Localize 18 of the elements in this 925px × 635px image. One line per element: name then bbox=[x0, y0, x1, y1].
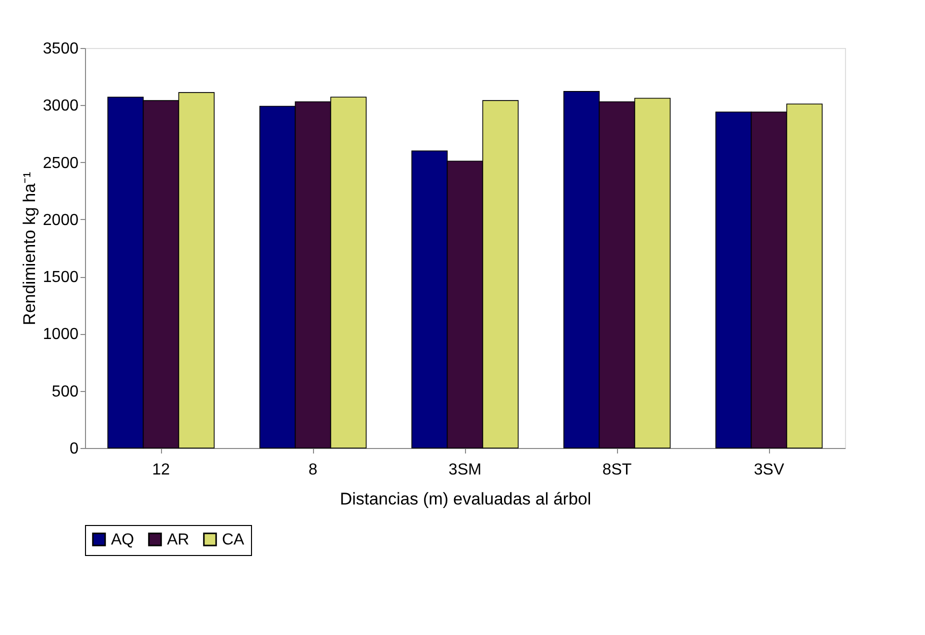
x-tick-label: 12 bbox=[152, 462, 170, 478]
x-tick-label: 8ST bbox=[602, 462, 632, 478]
x-axis-title: Distancias (m) evaluadas al árbol bbox=[340, 490, 592, 508]
y-tick-label: 3500 bbox=[42, 40, 79, 58]
legend-label: AR bbox=[167, 531, 190, 548]
x-tick-label: 3SV bbox=[754, 462, 784, 478]
legend-label: AQ bbox=[111, 531, 134, 548]
y-axis-title: Rendimiento kg ha⁻¹ bbox=[20, 171, 39, 326]
y-tick-label: 500 bbox=[52, 383, 79, 400]
x-tick-label: 8 bbox=[308, 462, 318, 478]
y-tick-label: 2000 bbox=[42, 212, 79, 229]
legend-label: CA bbox=[222, 531, 245, 548]
y-tick-label: 1000 bbox=[42, 326, 79, 344]
y-tick-label: 3000 bbox=[42, 98, 79, 115]
y-tick-label: 1500 bbox=[42, 269, 79, 286]
y-tick-label: 2500 bbox=[42, 154, 79, 172]
x-tick-label: 3SM bbox=[448, 462, 482, 478]
y-tick-label: 0 bbox=[70, 440, 79, 458]
